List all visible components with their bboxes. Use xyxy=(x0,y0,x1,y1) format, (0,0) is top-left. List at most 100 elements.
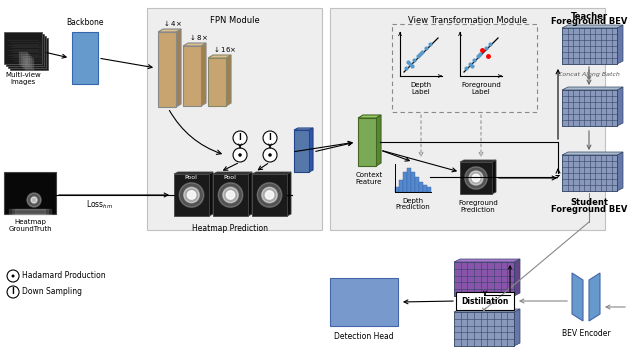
Polygon shape xyxy=(209,172,213,216)
Text: $\downarrow$16×: $\downarrow$16× xyxy=(212,45,236,54)
Bar xyxy=(454,312,514,346)
Polygon shape xyxy=(617,87,623,126)
Text: Foreground: Foreground xyxy=(461,82,501,88)
Polygon shape xyxy=(562,152,623,155)
Text: FPN Module: FPN Module xyxy=(210,16,260,25)
Bar xyxy=(158,32,176,107)
Circle shape xyxy=(472,174,480,182)
Circle shape xyxy=(257,183,282,207)
Text: Prediction: Prediction xyxy=(461,207,495,213)
Bar xyxy=(456,292,514,310)
Polygon shape xyxy=(376,115,381,166)
Polygon shape xyxy=(158,29,181,32)
Bar xyxy=(8,36,46,68)
Text: I: I xyxy=(269,134,271,143)
Text: GroundTruth: GroundTruth xyxy=(8,226,52,232)
Text: BEV Encoder: BEV Encoder xyxy=(562,329,611,338)
Polygon shape xyxy=(589,273,600,321)
Polygon shape xyxy=(617,152,623,191)
Bar xyxy=(358,118,376,166)
Bar xyxy=(415,177,419,192)
Polygon shape xyxy=(176,29,181,107)
Text: Down Sampling: Down Sampling xyxy=(22,287,82,297)
Bar xyxy=(403,172,406,192)
Circle shape xyxy=(184,187,199,203)
Text: Foreground BEV: Foreground BEV xyxy=(551,17,627,26)
Text: Multi-view: Multi-view xyxy=(5,72,41,78)
Text: Feature: Feature xyxy=(356,179,382,185)
Polygon shape xyxy=(492,160,496,194)
Bar xyxy=(562,155,617,191)
Polygon shape xyxy=(248,172,252,216)
Text: View Transformation Module: View Transformation Module xyxy=(408,16,527,25)
Text: Prediction: Prediction xyxy=(396,204,430,210)
Circle shape xyxy=(262,187,277,203)
Polygon shape xyxy=(201,43,206,106)
Circle shape xyxy=(238,153,242,157)
Polygon shape xyxy=(454,259,520,262)
Bar xyxy=(411,172,415,192)
Text: Label: Label xyxy=(472,89,490,95)
Bar xyxy=(213,174,248,216)
Bar xyxy=(208,58,226,106)
Bar xyxy=(252,174,287,216)
Bar xyxy=(4,32,42,64)
Bar xyxy=(10,38,48,70)
Polygon shape xyxy=(183,43,206,46)
Text: Heatmap: Heatmap xyxy=(14,219,46,225)
Text: Foreground: Foreground xyxy=(458,200,498,206)
Text: Heatmap Prediction: Heatmap Prediction xyxy=(192,224,268,233)
Text: Pool: Pool xyxy=(184,175,198,180)
Circle shape xyxy=(266,191,274,199)
Polygon shape xyxy=(309,128,313,172)
Text: Depth: Depth xyxy=(403,198,424,204)
Polygon shape xyxy=(208,55,231,58)
Text: Backbone: Backbone xyxy=(67,18,104,27)
Text: Depth: Depth xyxy=(410,82,431,88)
Bar xyxy=(395,187,399,192)
Bar xyxy=(454,262,514,296)
Polygon shape xyxy=(460,160,496,162)
Circle shape xyxy=(27,193,41,207)
Bar xyxy=(427,187,431,192)
Bar xyxy=(423,185,427,192)
Text: Student: Student xyxy=(570,198,608,207)
Polygon shape xyxy=(294,128,313,130)
Bar xyxy=(399,180,403,192)
Bar xyxy=(6,34,44,66)
Polygon shape xyxy=(514,309,520,346)
Text: Loss$_{hm}$: Loss$_{hm}$ xyxy=(86,199,114,211)
Polygon shape xyxy=(213,172,252,174)
Text: Label: Label xyxy=(412,89,430,95)
Bar xyxy=(562,90,617,126)
Circle shape xyxy=(223,187,238,203)
Bar xyxy=(407,168,411,192)
Text: $\downarrow$4×: $\downarrow$4× xyxy=(162,19,182,28)
Bar xyxy=(562,28,617,64)
Text: Pool: Pool xyxy=(223,175,236,180)
Polygon shape xyxy=(358,115,381,118)
Circle shape xyxy=(7,286,19,298)
Polygon shape xyxy=(562,87,623,90)
Polygon shape xyxy=(226,55,231,106)
Circle shape xyxy=(469,171,483,185)
Text: Teacher: Teacher xyxy=(570,12,607,21)
Text: $\downarrow$8×: $\downarrow$8× xyxy=(188,33,208,42)
Text: Concat Along Batch: Concat Along Batch xyxy=(558,72,620,77)
Circle shape xyxy=(465,167,487,189)
Polygon shape xyxy=(287,172,291,216)
Circle shape xyxy=(233,148,247,162)
Bar xyxy=(330,278,398,326)
Circle shape xyxy=(31,197,37,203)
Circle shape xyxy=(7,270,19,282)
Polygon shape xyxy=(562,25,623,28)
Text: I: I xyxy=(12,287,15,297)
Text: Foreground BEV: Foreground BEV xyxy=(551,205,627,214)
Bar xyxy=(72,32,98,84)
Bar xyxy=(419,182,422,192)
Circle shape xyxy=(188,191,196,199)
Polygon shape xyxy=(572,273,583,321)
Text: I: I xyxy=(239,134,241,143)
Polygon shape xyxy=(174,172,213,174)
Bar xyxy=(147,8,322,230)
